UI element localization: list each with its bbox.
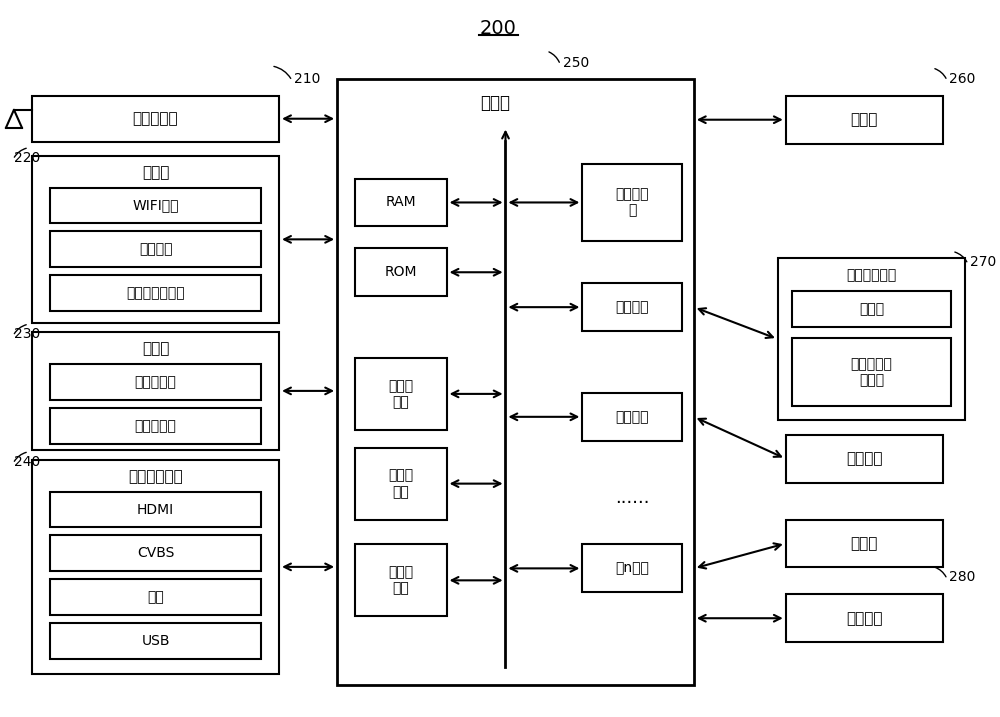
Text: 通信器: 通信器	[142, 165, 169, 180]
Text: 分量: 分量	[147, 590, 164, 604]
FancyBboxPatch shape	[786, 520, 943, 567]
Text: 声音采集器: 声音采集器	[135, 375, 176, 389]
FancyBboxPatch shape	[355, 248, 447, 296]
Text: 蓝牙模块: 蓝牙模块	[139, 242, 172, 256]
Text: 240: 240	[14, 455, 40, 469]
FancyBboxPatch shape	[50, 275, 261, 311]
Text: 调谐解调器: 调谐解调器	[133, 111, 178, 126]
Text: 显示器: 显示器	[851, 112, 878, 127]
Text: 检测器: 检测器	[142, 341, 169, 356]
Text: 260: 260	[949, 72, 976, 86]
FancyBboxPatch shape	[50, 232, 261, 267]
Text: 图形处
理器: 图形处 理器	[388, 468, 413, 499]
FancyBboxPatch shape	[50, 492, 261, 528]
FancyBboxPatch shape	[355, 179, 447, 227]
FancyBboxPatch shape	[786, 594, 943, 642]
Text: 210: 210	[294, 72, 321, 86]
FancyBboxPatch shape	[337, 79, 694, 685]
FancyBboxPatch shape	[50, 188, 261, 224]
FancyBboxPatch shape	[792, 291, 951, 327]
Text: 音频处
理器: 音频处 理器	[388, 565, 413, 595]
Text: WIFI模块: WIFI模块	[132, 199, 179, 212]
FancyBboxPatch shape	[582, 163, 682, 242]
FancyBboxPatch shape	[355, 358, 447, 429]
FancyBboxPatch shape	[582, 283, 682, 331]
FancyBboxPatch shape	[792, 338, 951, 406]
Text: 第二接口: 第二接口	[615, 410, 649, 424]
Text: 音频输出接口: 音频输出接口	[846, 268, 897, 282]
FancyBboxPatch shape	[50, 364, 261, 400]
Text: ......: ......	[615, 488, 649, 507]
Text: 250: 250	[563, 56, 590, 70]
Text: 外部装置接口: 外部装置接口	[128, 469, 183, 484]
Text: 270: 270	[970, 255, 996, 270]
FancyBboxPatch shape	[582, 393, 682, 441]
Text: 存储器: 存储器	[851, 536, 878, 551]
Text: 扬声器: 扬声器	[859, 302, 884, 316]
FancyBboxPatch shape	[32, 156, 279, 323]
FancyBboxPatch shape	[778, 258, 965, 420]
Text: 第一接口: 第一接口	[615, 300, 649, 314]
FancyBboxPatch shape	[786, 96, 943, 143]
FancyBboxPatch shape	[582, 544, 682, 592]
Text: 控制器: 控制器	[481, 94, 511, 112]
Text: 中央处理
器: 中央处理 器	[615, 187, 649, 217]
Text: 200: 200	[480, 19, 517, 39]
Text: 视频处
理器: 视频处 理器	[388, 379, 413, 409]
FancyBboxPatch shape	[32, 460, 279, 674]
Text: 230: 230	[14, 327, 40, 341]
FancyBboxPatch shape	[786, 435, 943, 483]
Text: 图像采集器: 图像采集器	[135, 419, 176, 433]
FancyBboxPatch shape	[50, 623, 261, 659]
Text: CVBS: CVBS	[137, 546, 174, 561]
Text: 供电电源: 供电电源	[846, 451, 883, 466]
Text: HDMI: HDMI	[137, 503, 174, 516]
Text: ROM: ROM	[385, 265, 417, 279]
FancyBboxPatch shape	[355, 544, 447, 616]
Text: 220: 220	[14, 151, 40, 165]
Text: 外接音响输
出端子: 外接音响输 出端子	[850, 357, 892, 387]
Text: USB: USB	[141, 634, 170, 648]
FancyBboxPatch shape	[50, 408, 261, 444]
Text: 用户接口: 用户接口	[846, 611, 883, 626]
Text: 第n接口: 第n接口	[615, 561, 649, 575]
Text: 280: 280	[949, 570, 976, 584]
FancyBboxPatch shape	[355, 447, 447, 520]
FancyBboxPatch shape	[32, 332, 279, 450]
Text: 有线以太网模块: 有线以太网模块	[126, 286, 185, 300]
FancyBboxPatch shape	[50, 579, 261, 615]
FancyBboxPatch shape	[50, 536, 261, 571]
FancyBboxPatch shape	[32, 96, 279, 142]
Text: RAM: RAM	[385, 196, 416, 209]
